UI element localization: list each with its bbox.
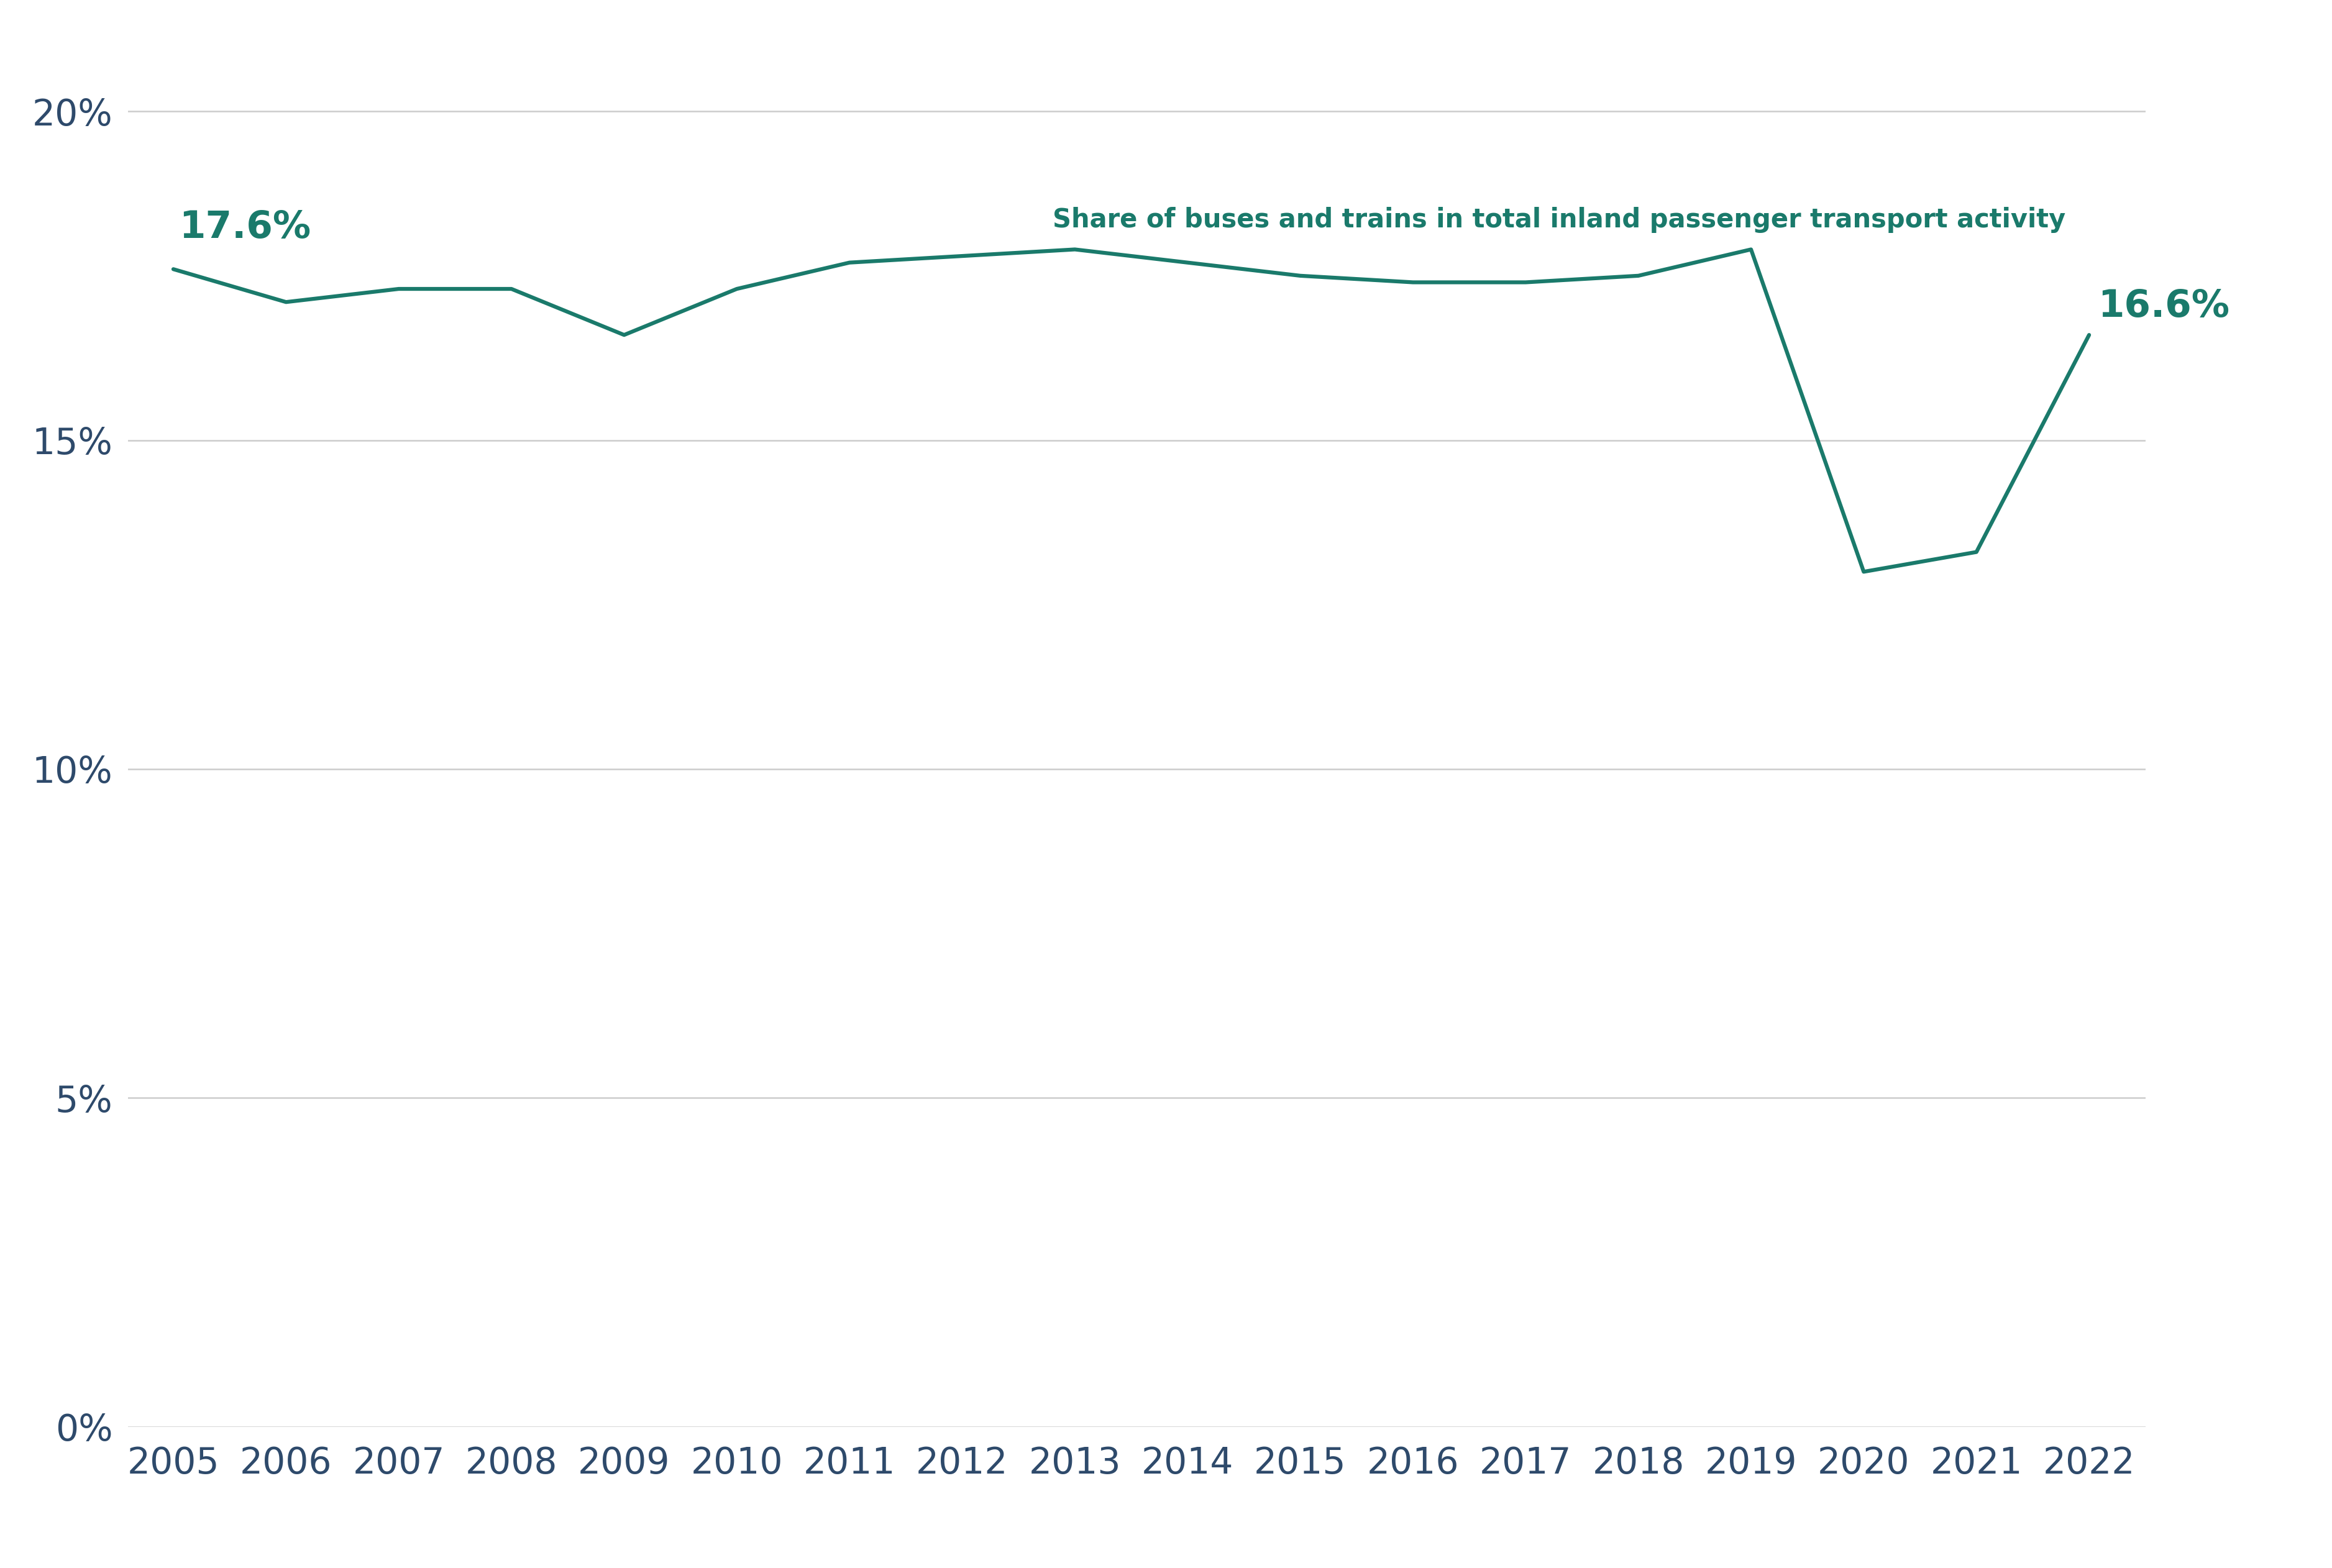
Text: 17.6%: 17.6%	[180, 210, 310, 246]
Text: Share of buses and trains in total inland passenger transport activity: Share of buses and trains in total inlan…	[1052, 207, 2066, 234]
Text: 16.6%: 16.6%	[2099, 289, 2229, 325]
